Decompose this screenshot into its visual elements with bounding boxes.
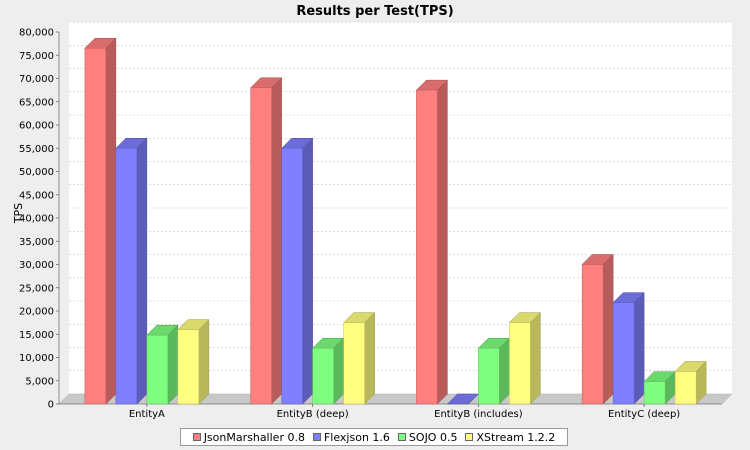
bar-side	[333, 337, 344, 405]
legend-swatch	[465, 433, 474, 441]
bar	[643, 381, 666, 405]
y-tick-label: 80,000	[19, 28, 54, 39]
bar-side	[105, 37, 117, 405]
bar-side	[136, 137, 148, 405]
bar-side	[530, 312, 541, 405]
legend-label: SOJO 0.5	[408, 430, 458, 444]
y-tick-label: 60,000	[19, 121, 54, 132]
bar	[250, 87, 272, 405]
bar-side	[437, 79, 448, 405]
legend-swatch	[192, 433, 201, 441]
legend-label: JsonMarshaller 0.8	[203, 430, 305, 444]
y-tick-label: 5,000	[25, 376, 54, 387]
chart-title: Results per Test(TPS)	[296, 4, 453, 19]
bar-side	[602, 253, 614, 405]
bar	[312, 347, 334, 405]
legend-label: Flexjson 1.6	[323, 430, 390, 444]
bar	[84, 48, 107, 405]
bar	[509, 322, 531, 405]
y-tick-label: 35,000	[19, 237, 54, 248]
legend-item: XStream 1.2.2	[465, 431, 555, 444]
y-tick-label: 75,000	[19, 51, 54, 62]
legend: JsonMarshaller 0.8 Flexjson 1.6 SOJO 0.5 XS…	[180, 428, 568, 446]
chart: Results per Test(TPS) 0 5,000 10,000 15,000 2…	[12, 4, 733, 420]
bar-side	[499, 337, 510, 405]
bar	[115, 148, 138, 405]
y-tick-label: 25,000	[19, 283, 54, 294]
bar	[416, 89, 438, 405]
legend-label: XStream 1.2.2	[476, 430, 556, 444]
bar	[478, 347, 500, 405]
y-tick-label: 55,000	[19, 144, 54, 155]
bar-side	[633, 292, 645, 405]
y-tick-label: 20,000	[19, 307, 54, 318]
y-axis-label: TPS	[12, 203, 25, 224]
bar	[674, 371, 697, 405]
bar	[343, 322, 365, 405]
x-tick-label: EntityB (includes)	[434, 409, 523, 420]
bar-side	[364, 312, 375, 405]
y-tick-label: 30,000	[19, 260, 54, 271]
bar-side	[271, 77, 282, 405]
bar	[281, 148, 303, 405]
x-tick-label: EntityA	[129, 409, 165, 420]
y-tick-label: 10,000	[19, 353, 54, 364]
y-tick-label: 65,000	[19, 97, 54, 108]
y-tick-label: 45,000	[19, 190, 54, 201]
legend-swatch	[312, 433, 321, 441]
y-tick-label: 70,000	[19, 74, 54, 85]
bar	[612, 302, 635, 405]
y-tick-label: 50,000	[19, 167, 54, 178]
bar-side	[302, 137, 313, 405]
legend-item: JsonMarshaller 0.8	[192, 430, 305, 444]
legend-item: Flexjson 1.6	[312, 430, 390, 444]
y-tick-label: 0	[48, 400, 54, 411]
y-tick-label: 15,000	[19, 330, 54, 341]
y-tick-label: 40,000	[19, 214, 54, 225]
bar-side	[167, 324, 179, 405]
x-tick-label: EntityB (deep)	[277, 409, 349, 420]
legend-item: SOJO 0.5	[397, 430, 458, 444]
x-tick-label: EntityC (deep)	[608, 409, 680, 420]
bar	[177, 329, 200, 405]
bar	[146, 334, 169, 405]
legend-swatch	[397, 433, 406, 441]
bar-side	[198, 318, 210, 405]
bar	[581, 264, 604, 405]
